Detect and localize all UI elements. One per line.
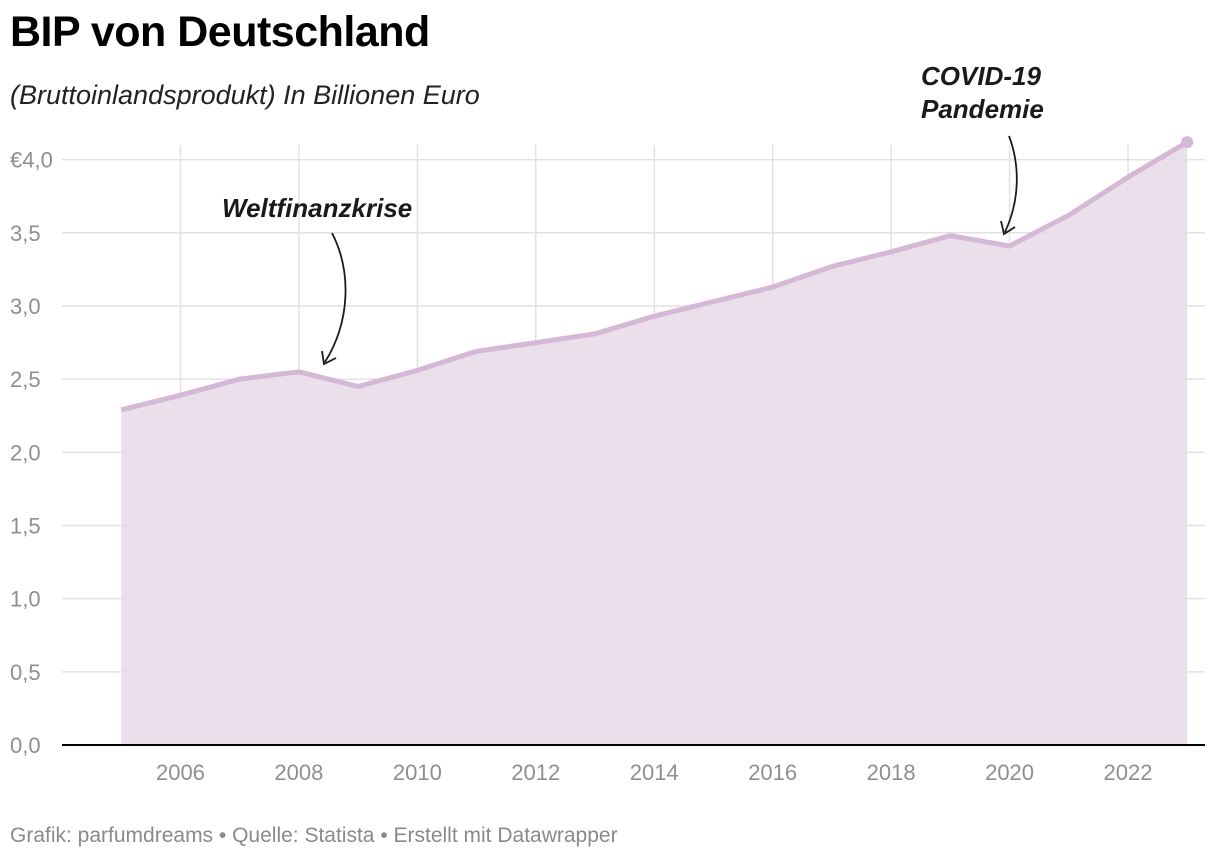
x-tick-label: 2018 [867, 760, 916, 785]
chart-subtitle: (Bruttoinlandsprodukt) In Billionen Euro [10, 80, 480, 110]
y-tick-label: 1,0 [10, 587, 41, 612]
annotations: Weltfinanzkrise COVID-19 Pandemie [222, 61, 1044, 366]
y-tick-label: 0,5 [10, 660, 41, 685]
arrowhead-covid [1000, 220, 1016, 236]
annotation-covid-line2: Pandemie [921, 94, 1044, 124]
x-tick-label: 2012 [511, 760, 560, 785]
y-axis-ticks: 0,0 0,5 1,0 1,5 2,0 2,5 3,0 3,5 €4,0 [10, 148, 53, 758]
x-tick-label: 2020 [985, 760, 1034, 785]
data-points [121, 136, 1194, 410]
y-tick-label: 3,5 [10, 221, 41, 246]
y-tick-label: 2,5 [10, 367, 41, 392]
y-tick-label: €4,0 [10, 148, 53, 173]
y-tick-label: 0,0 [10, 733, 41, 758]
y-tick-label: 2,0 [10, 440, 41, 465]
annotation-weltfinanzkrise: Weltfinanzkrise [222, 193, 412, 223]
x-tick-label: 2010 [393, 760, 442, 785]
x-tick-label: 2016 [748, 760, 797, 785]
arrowhead-weltfinanzkrise [321, 350, 337, 366]
arrow-covid [1004, 135, 1018, 233]
x-axis-ticks: 2006 2008 2010 2012 2014 2016 2018 2020 2022 [156, 760, 1153, 785]
y-tick-label: 1,5 [10, 513, 41, 538]
x-tick-label: 2006 [156, 760, 205, 785]
gdp-area-fill [121, 142, 1188, 746]
x-tick-label: 2014 [630, 760, 679, 785]
chart-title: BIP von Deutschland [10, 8, 430, 56]
chart-footer: Grafik: parfumdreams • Quelle: Statista … [10, 824, 618, 847]
data-point-2023 [1181, 136, 1194, 149]
arrow-weltfinanzkrise [324, 232, 347, 363]
annotation-covid-line1: COVID-19 [921, 61, 1041, 91]
x-tick-label: 2008 [274, 760, 323, 785]
gdp-series-line [120, 139, 1189, 413]
x-tick-label: 2022 [1104, 760, 1153, 785]
y-tick-label: 3,0 [10, 294, 41, 319]
